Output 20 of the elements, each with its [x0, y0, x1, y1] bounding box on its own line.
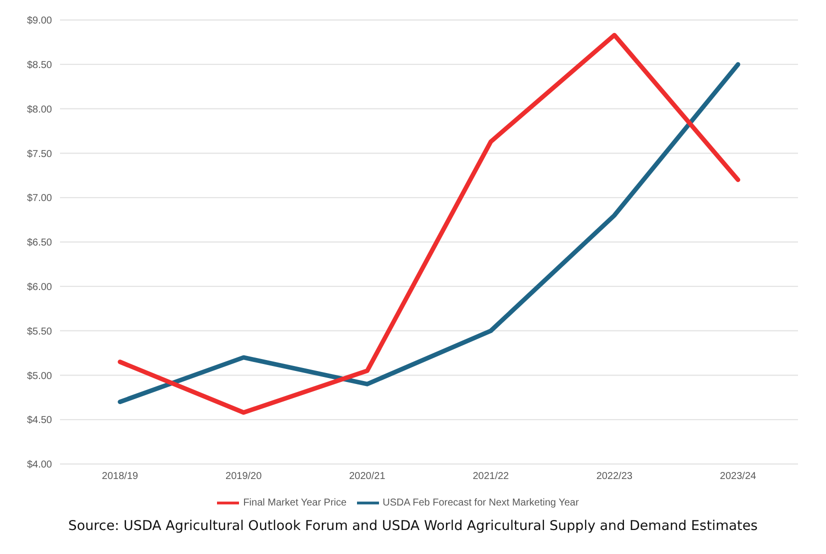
y-tick-label: $4.50 — [26, 415, 52, 426]
x-tick-label: 2019/20 — [226, 471, 262, 482]
y-tick-label: $8.50 — [26, 60, 52, 71]
y-tick-label: $7.50 — [26, 148, 52, 160]
y-tick-label: $6.50 — [26, 238, 52, 249]
y-tick-label: $4.00 — [26, 460, 52, 471]
x-tick-label: 2023/24 — [720, 471, 757, 482]
y-tick-label: $8.00 — [26, 104, 52, 116]
source-note: Source: USDA Agricultural Outlook Forum and USDA World Agricultural Supply and Demand Estimates — [67, 518, 759, 534]
x-tick-label: 2020/21 — [349, 471, 386, 482]
x-tick-label: 2021/22 — [472, 471, 510, 482]
y-tick-label: $9.00 — [26, 16, 52, 27]
legend-label: USDA Feb Forecast for Next Marketing Year — [382, 498, 579, 509]
x-tick-label: 2022/23 — [596, 471, 633, 482]
y-tick-label: $6.00 — [26, 282, 52, 293]
legend-label: Final Market Year Price — [243, 498, 347, 509]
y-tick-label: $7.00 — [26, 193, 52, 204]
y-tick-label: $5.50 — [26, 326, 52, 338]
y-tick-label: $5.00 — [26, 370, 52, 382]
x-tick-label: 2018/19 — [102, 471, 139, 482]
